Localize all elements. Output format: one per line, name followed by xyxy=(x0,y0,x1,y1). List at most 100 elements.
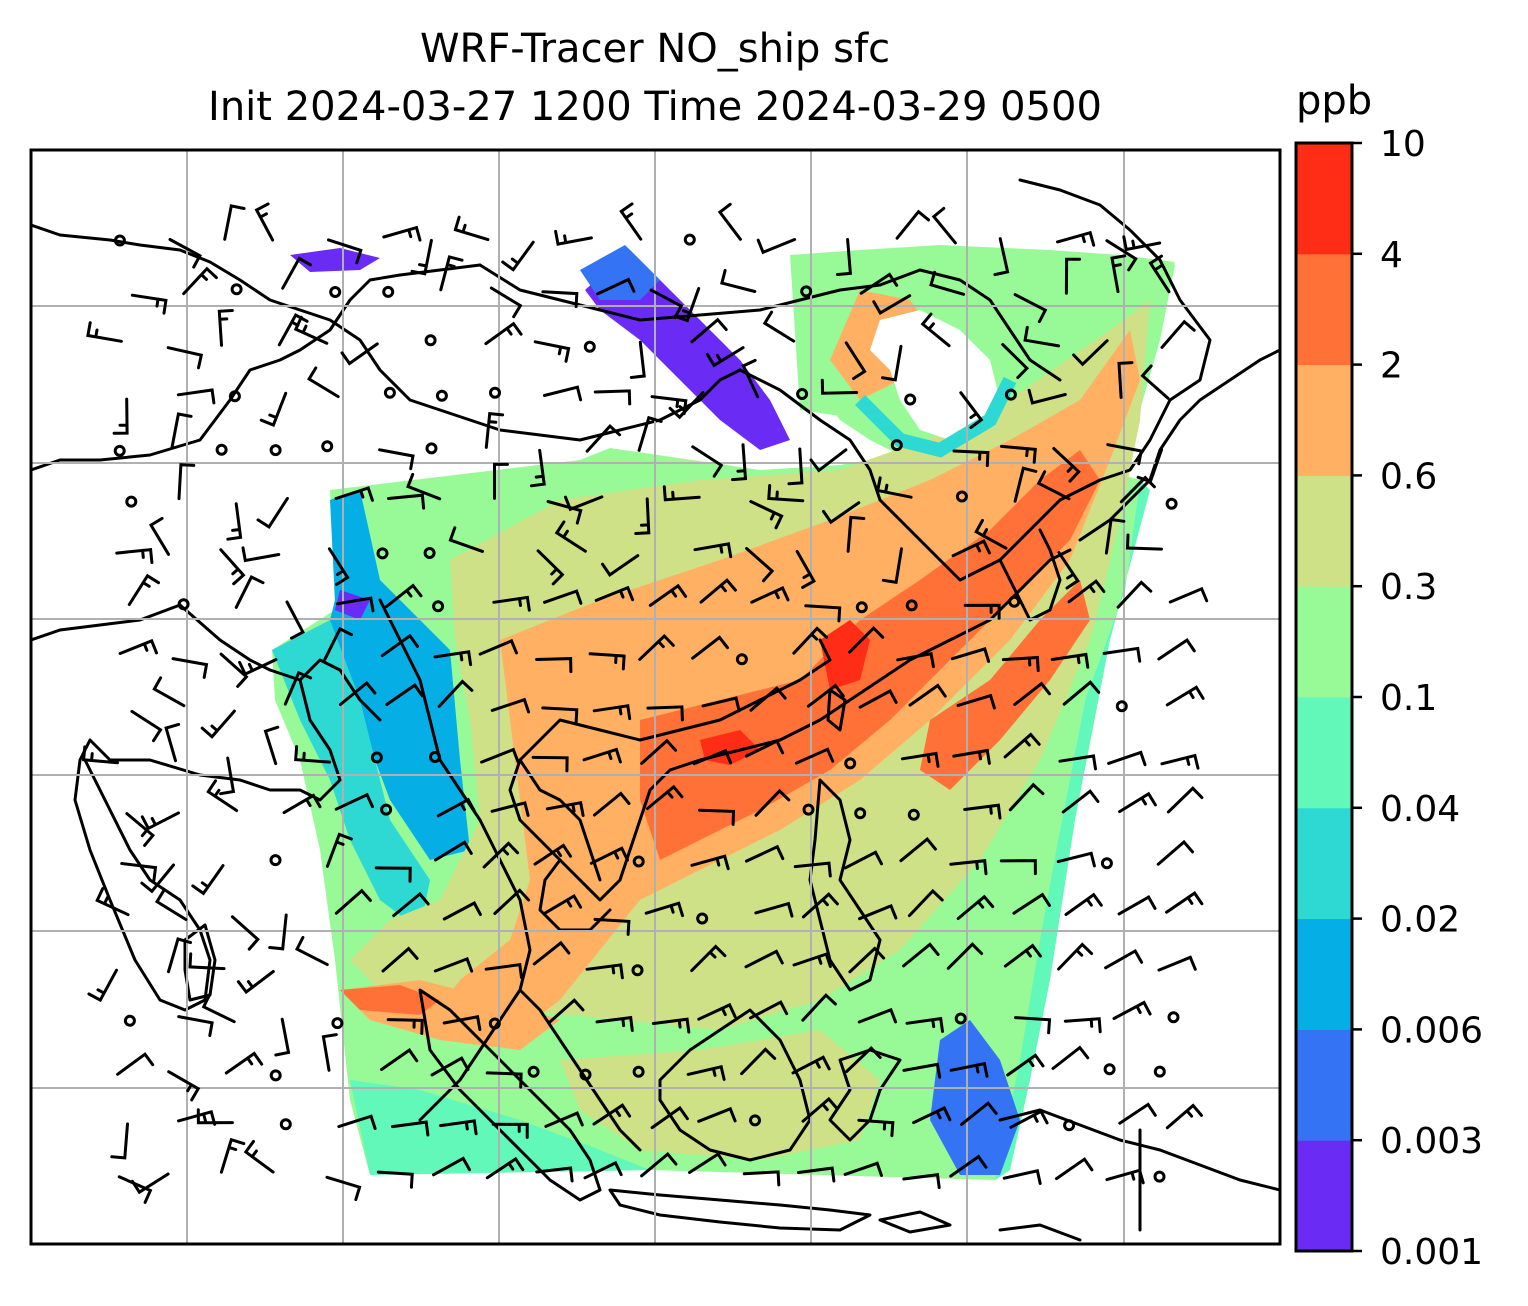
field-edge-east xyxy=(995,480,1150,1180)
wind-barb xyxy=(484,411,505,449)
border-mekong xyxy=(518,758,602,882)
wind-barb xyxy=(1063,1017,1102,1034)
wind-barb xyxy=(191,864,225,896)
wind-barb xyxy=(744,844,785,863)
calm-wind-circle xyxy=(855,601,868,614)
wind-barb xyxy=(959,391,984,430)
wind-barb xyxy=(259,391,288,427)
wind-barb xyxy=(931,206,957,245)
wind-barb xyxy=(720,269,757,293)
wind-barb xyxy=(787,447,804,486)
wind-barb xyxy=(1057,551,1080,590)
calm-wind-circle xyxy=(844,757,857,770)
colorbar-segment xyxy=(1296,475,1352,587)
wind-barb xyxy=(1166,786,1204,814)
calm-wind-circle xyxy=(683,233,696,246)
wind-barb xyxy=(490,697,531,714)
wind-barb xyxy=(638,633,675,661)
wind-barb xyxy=(490,801,530,817)
wind-barb xyxy=(236,970,275,995)
calm-wind-circle xyxy=(488,1017,501,1030)
calm-wind-circle xyxy=(749,1114,761,1127)
wind-barb xyxy=(1118,1102,1157,1125)
wind-barb xyxy=(384,583,423,609)
wind-barb xyxy=(848,946,886,974)
wind-barb xyxy=(705,346,745,368)
colorbar-tick-label: 0.3 xyxy=(1380,567,1437,608)
wind-barb xyxy=(1055,1157,1094,1181)
wind-barb xyxy=(691,635,729,660)
wind-barb xyxy=(929,270,966,296)
wind-barb xyxy=(493,888,531,915)
wind-barb xyxy=(323,626,354,661)
wind-barb xyxy=(900,751,940,768)
wind-barb xyxy=(698,808,736,826)
wind-barb xyxy=(533,340,571,363)
calm-wind-circle xyxy=(1063,1119,1076,1132)
colorbar-tick-label: 0.001 xyxy=(1380,1232,1483,1273)
wind-barb xyxy=(529,448,546,488)
colorbar-tick-label: 0.02 xyxy=(1380,900,1460,941)
colorbar-segment xyxy=(1296,253,1352,366)
wind-barb xyxy=(327,547,350,586)
calm-wind-circle xyxy=(123,1014,136,1027)
calm-wind-circle xyxy=(424,334,437,347)
field-plume-blue xyxy=(580,245,660,300)
wind-barb xyxy=(1052,447,1081,483)
calm-wind-circle xyxy=(527,1065,540,1078)
wind-barb xyxy=(963,803,1002,820)
wind-barb xyxy=(749,686,787,712)
wind-barb xyxy=(593,791,631,817)
calm-wind-circle xyxy=(125,495,138,508)
field-plume-purple-nw xyxy=(290,248,380,272)
wind-barb xyxy=(439,255,464,292)
wind-barb xyxy=(453,215,490,242)
field-core-redorange-2 xyxy=(920,580,1090,790)
calm-wind-circle xyxy=(269,444,282,457)
wind-barb xyxy=(717,202,742,241)
wind-barb xyxy=(848,625,885,654)
wind-barb xyxy=(491,1122,529,1139)
wind-barb xyxy=(484,963,523,979)
wind-barb xyxy=(442,1015,482,1032)
wind-barb xyxy=(688,1152,727,1174)
wind-barb xyxy=(307,366,340,399)
wind-barb xyxy=(845,1045,882,1073)
wind-barb xyxy=(754,788,791,817)
wind-barb xyxy=(956,693,996,710)
calm-wind-circle xyxy=(583,340,596,353)
calm-wind-circle xyxy=(177,598,190,611)
wind-barb xyxy=(795,549,816,589)
wind-barb xyxy=(176,388,216,405)
wind-barb xyxy=(433,956,474,973)
wind-barb xyxy=(1156,839,1194,866)
wind-barb xyxy=(857,1118,895,1138)
wind-barb xyxy=(634,497,651,535)
wind-barb xyxy=(999,859,1037,876)
wind-barb xyxy=(585,963,624,980)
wind-barb xyxy=(334,792,374,811)
wind-barb xyxy=(541,706,579,725)
wind-barb xyxy=(1119,475,1156,504)
wind-barb xyxy=(130,709,163,743)
wind-barb xyxy=(585,423,622,453)
wind-barb xyxy=(801,1096,839,1123)
wind-barb xyxy=(167,937,192,974)
wind-barb xyxy=(949,859,988,876)
wind-barb xyxy=(594,585,635,602)
wind-barb xyxy=(809,448,848,473)
wind-barb xyxy=(601,554,640,577)
wind-barb xyxy=(949,1061,989,1078)
wind-barb xyxy=(1106,443,1143,466)
calm-wind-circle xyxy=(425,442,438,455)
wind-barb xyxy=(820,378,859,395)
wind-barb xyxy=(951,539,991,558)
wind-barb xyxy=(905,1016,944,1033)
wind-barb xyxy=(386,1018,424,1035)
wind-barb xyxy=(754,901,794,918)
wind-barb xyxy=(543,893,583,915)
wind-barb xyxy=(434,840,473,862)
wind-barb xyxy=(843,850,883,870)
wind-barb xyxy=(1105,1168,1145,1185)
